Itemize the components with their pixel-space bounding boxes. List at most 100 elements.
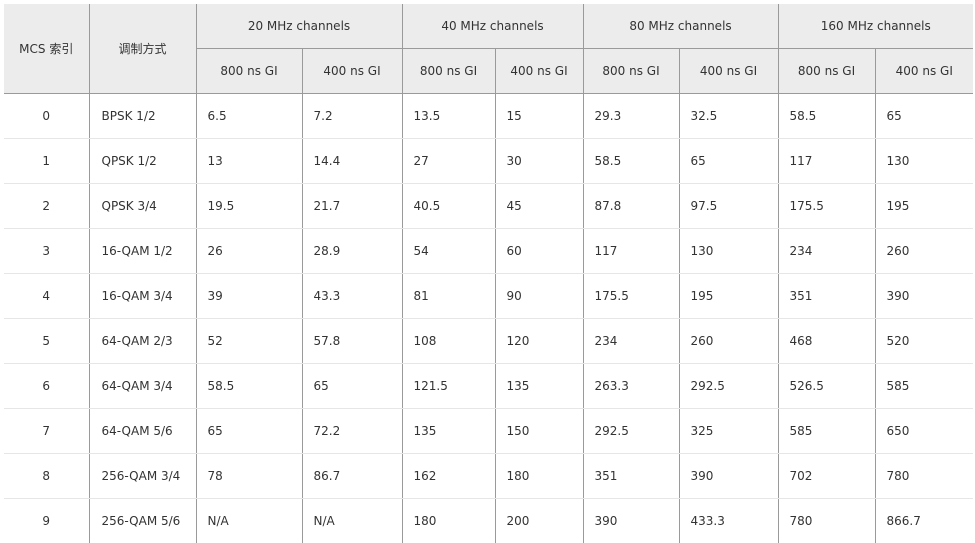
cell-data-rate: 65 <box>875 94 973 139</box>
cell-data-rate: 13.5 <box>402 94 495 139</box>
cell-data-rate: 162 <box>402 454 495 499</box>
header-group-40mhz: 40 MHz channels <box>402 4 583 49</box>
cell-data-rate: 650 <box>875 409 973 454</box>
mcs-rate-table: MCS 索引 调制方式 20 MHz channels 40 MHz chann… <box>4 4 973 543</box>
header-80mhz-800ns-gi: 800 ns GI <box>583 49 679 94</box>
cell-data-rate: 14.4 <box>302 139 402 184</box>
cell-data-rate: 65 <box>679 139 778 184</box>
cell-data-rate: 87.8 <box>583 184 679 229</box>
cell-data-rate: N/A <box>302 499 402 543</box>
header-40mhz-400ns-gi: 400 ns GI <box>495 49 583 94</box>
cell-mcs-index: 4 <box>4 274 89 319</box>
cell-modulation: BPSK 1/2 <box>89 94 196 139</box>
cell-modulation: 64-QAM 5/6 <box>89 409 196 454</box>
cell-data-rate: 30 <box>495 139 583 184</box>
mcs-table-container: MCS 索引 调制方式 20 MHz channels 40 MHz chann… <box>4 4 973 543</box>
cell-data-rate: 195 <box>679 274 778 319</box>
cell-data-rate: 117 <box>778 139 875 184</box>
cell-mcs-index: 0 <box>4 94 89 139</box>
cell-data-rate: 81 <box>402 274 495 319</box>
cell-data-rate: 40.5 <box>402 184 495 229</box>
cell-mcs-index: 5 <box>4 319 89 364</box>
cell-data-rate: 57.8 <box>302 319 402 364</box>
cell-data-rate: 28.9 <box>302 229 402 274</box>
cell-data-rate: 32.5 <box>679 94 778 139</box>
cell-data-rate: 65 <box>196 409 302 454</box>
cell-data-rate: 195 <box>875 184 973 229</box>
header-20mhz-800ns-gi: 800 ns GI <box>196 49 302 94</box>
cell-data-rate: 351 <box>583 454 679 499</box>
cell-mcs-index: 1 <box>4 139 89 184</box>
cell-data-rate: 27 <box>402 139 495 184</box>
cell-data-rate: 260 <box>875 229 973 274</box>
cell-data-rate: 263.3 <box>583 364 679 409</box>
cell-data-rate: 135 <box>495 364 583 409</box>
cell-data-rate: 45 <box>495 184 583 229</box>
header-80mhz-400ns-gi: 400 ns GI <box>679 49 778 94</box>
cell-data-rate: 58.5 <box>778 94 875 139</box>
cell-modulation: 64-QAM 2/3 <box>89 319 196 364</box>
cell-data-rate: 58.5 <box>583 139 679 184</box>
cell-data-rate: 65 <box>302 364 402 409</box>
cell-data-rate: 78 <box>196 454 302 499</box>
cell-data-rate: 108 <box>402 319 495 364</box>
cell-data-rate: 120 <box>495 319 583 364</box>
cell-data-rate: 175.5 <box>778 184 875 229</box>
cell-data-rate: 15 <box>495 94 583 139</box>
cell-data-rate: 130 <box>875 139 973 184</box>
header-160mhz-800ns-gi: 800 ns GI <box>778 49 875 94</box>
cell-data-rate: 6.5 <box>196 94 302 139</box>
cell-data-rate: 43.3 <box>302 274 402 319</box>
cell-modulation: QPSK 1/2 <box>89 139 196 184</box>
cell-data-rate: 780 <box>778 499 875 543</box>
header-mcs-index: MCS 索引 <box>4 4 89 94</box>
cell-data-rate: 234 <box>778 229 875 274</box>
table-header: MCS 索引 调制方式 20 MHz channels 40 MHz chann… <box>4 4 973 94</box>
cell-data-rate: 585 <box>875 364 973 409</box>
cell-data-rate: 780 <box>875 454 973 499</box>
cell-data-rate: 390 <box>875 274 973 319</box>
header-modulation: 调制方式 <box>89 4 196 94</box>
cell-data-rate: 520 <box>875 319 973 364</box>
cell-data-rate: 325 <box>679 409 778 454</box>
cell-data-rate: 526.5 <box>778 364 875 409</box>
cell-mcs-index: 9 <box>4 499 89 543</box>
cell-data-rate: 234 <box>583 319 679 364</box>
cell-data-rate: 130 <box>679 229 778 274</box>
cell-data-rate: 175.5 <box>583 274 679 319</box>
header-160mhz-400ns-gi: 400 ns GI <box>875 49 973 94</box>
cell-data-rate: 468 <box>778 319 875 364</box>
cell-data-rate: 121.5 <box>402 364 495 409</box>
cell-data-rate: 29.3 <box>583 94 679 139</box>
cell-mcs-index: 8 <box>4 454 89 499</box>
header-40mhz-800ns-gi: 800 ns GI <box>402 49 495 94</box>
cell-mcs-index: 3 <box>4 229 89 274</box>
cell-data-rate: 97.5 <box>679 184 778 229</box>
cell-data-rate: 866.7 <box>875 499 973 543</box>
cell-data-rate: 26 <box>196 229 302 274</box>
cell-modulation: 64-QAM 3/4 <box>89 364 196 409</box>
cell-mcs-index: 2 <box>4 184 89 229</box>
cell-data-rate: 19.5 <box>196 184 302 229</box>
cell-data-rate: 13 <box>196 139 302 184</box>
cell-data-rate: 292.5 <box>679 364 778 409</box>
cell-data-rate: 702 <box>778 454 875 499</box>
cell-data-rate: 7.2 <box>302 94 402 139</box>
cell-data-rate: 200 <box>495 499 583 543</box>
cell-data-rate: 390 <box>583 499 679 543</box>
cell-data-rate: 150 <box>495 409 583 454</box>
cell-data-rate: 135 <box>402 409 495 454</box>
cell-data-rate: 351 <box>778 274 875 319</box>
cell-data-rate: 21.7 <box>302 184 402 229</box>
header-group-80mhz: 80 MHz channels <box>583 4 778 49</box>
header-group-20mhz: 20 MHz channels <box>196 4 402 49</box>
cell-data-rate: 72.2 <box>302 409 402 454</box>
cell-data-rate: 90 <box>495 274 583 319</box>
